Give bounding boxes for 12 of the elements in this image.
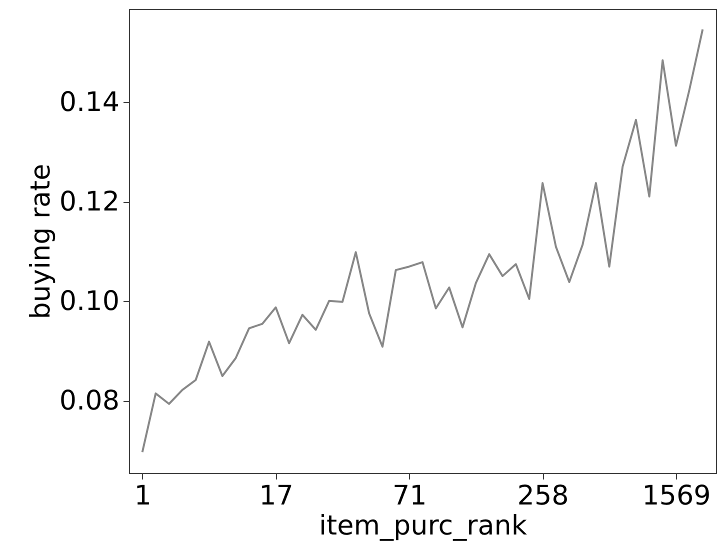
y-tick-label: 0.12: [59, 186, 120, 218]
x-tick-label: 71: [392, 480, 427, 512]
x-tick-label: 1569: [642, 480, 711, 512]
line-series: [141, 28, 704, 454]
y-tick-label: 0.14: [59, 86, 120, 118]
x-axis-title: item_purc_rank: [319, 510, 528, 542]
y-tick-label: 0.08: [59, 385, 120, 416]
x-tick-label: 258: [517, 480, 569, 512]
x-tick-label: 1: [134, 480, 152, 512]
x-tick-label: 17: [259, 480, 294, 512]
y-tick-label: 0.10: [59, 286, 120, 317]
y-axis-title: buying rate: [25, 164, 56, 320]
